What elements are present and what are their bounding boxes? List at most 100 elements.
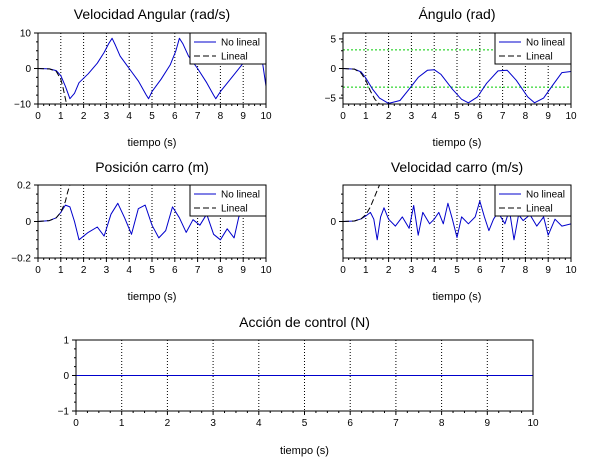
x-tick-label: 7 bbox=[393, 418, 399, 429]
y-tick-label: 0.2 bbox=[17, 181, 31, 192]
x-tick-label: 4 bbox=[431, 265, 437, 276]
legend-label: Lineal bbox=[526, 204, 553, 215]
x-tick-label: 3 bbox=[409, 265, 415, 276]
y-tick-label: 0 bbox=[330, 217, 336, 228]
x-tick-label: 4 bbox=[126, 265, 132, 276]
x-tick-label: 3 bbox=[104, 265, 110, 276]
y-tick-label: −5 bbox=[325, 94, 337, 105]
chart-3: Posición carro (m) 0 1 2 3 4 5 6 7 8 9 10 −0.2 0 0.2 ti… bbox=[11, 159, 272, 303]
x-tick-label: 1 bbox=[119, 418, 125, 429]
chart-1: Velocidad Angular (rad/s) 0 1 2 3 4 5 6 7 8 9 10 −10… bbox=[14, 6, 272, 149]
y-tick-label: 1 bbox=[63, 336, 69, 347]
x-tick-label: 5 bbox=[454, 111, 460, 122]
chart-5: Acción de control (N)0 1 2 3 4 5 6 7 8 9 10−101tie… bbox=[58, 314, 539, 457]
chart-title: Velocidad carro (m/s) bbox=[391, 159, 523, 175]
x-tick-label: 2 bbox=[81, 111, 87, 122]
legend-box bbox=[189, 32, 267, 65]
x-axis-label: tiempo (s) bbox=[128, 291, 177, 303]
legend-box bbox=[494, 184, 572, 217]
series-line-2 bbox=[343, 68, 380, 104]
legend-label: No lineal bbox=[221, 190, 260, 201]
series-line-2 bbox=[343, 185, 380, 222]
x-tick-label: 0 bbox=[35, 111, 41, 122]
legend: No lineal Lineal bbox=[494, 32, 572, 65]
x-tick-label: 10 bbox=[527, 418, 539, 429]
x-tick-label: 1 bbox=[363, 111, 369, 122]
series-line-2 bbox=[38, 68, 67, 104]
series-line-1 bbox=[343, 68, 571, 104]
x-tick-label: 4 bbox=[256, 418, 262, 429]
x-tick-label: 6 bbox=[172, 265, 178, 276]
y-tick-label: 5 bbox=[330, 34, 336, 45]
x-tick-label: 7 bbox=[500, 111, 506, 122]
x-tick-label: 0 bbox=[340, 265, 346, 276]
x-tick-label: 6 bbox=[347, 418, 353, 429]
y-tick-label: 0 bbox=[25, 217, 31, 228]
x-tick-label: 10 bbox=[260, 111, 272, 122]
x-tick-label: 6 bbox=[477, 265, 483, 276]
legend-box bbox=[189, 184, 267, 217]
chart-title: Velocidad Angular (rad/s) bbox=[74, 6, 230, 22]
x-tick-label: 2 bbox=[386, 111, 392, 122]
x-tick-label: 1 bbox=[363, 265, 369, 276]
x-tick-label: 3 bbox=[104, 111, 110, 122]
legend: No lineal Lineal bbox=[189, 32, 267, 65]
series-line-1 bbox=[343, 200, 571, 241]
x-axis-label: tiempo (s) bbox=[280, 445, 329, 457]
series-line-1 bbox=[38, 37, 266, 100]
x-tick-label: 6 bbox=[172, 111, 178, 122]
x-axis-label: tiempo (s) bbox=[433, 291, 482, 303]
y-tick-label: 0 bbox=[25, 64, 31, 75]
x-tick-label: 5 bbox=[454, 265, 460, 276]
x-tick-label: 8 bbox=[439, 418, 445, 429]
chart-4: Velocidad carro (m/s) 0 1 2 3 4 5 6 7 8 9 10 0 tiempo… bbox=[330, 159, 577, 303]
x-tick-label: 5 bbox=[149, 265, 155, 276]
x-tick-label: 5 bbox=[302, 418, 308, 429]
legend-label: Lineal bbox=[526, 52, 553, 63]
x-tick-label: 8 bbox=[523, 111, 529, 122]
series-line-1 bbox=[38, 202, 244, 241]
legend-box bbox=[494, 32, 572, 65]
x-axis-label: tiempo (s) bbox=[433, 137, 482, 149]
x-tick-label: 3 bbox=[210, 418, 216, 429]
x-tick-label: 2 bbox=[386, 265, 392, 276]
x-tick-label: 8 bbox=[218, 265, 224, 276]
legend: No lineal Lineal bbox=[189, 184, 267, 217]
x-tick-label: 4 bbox=[126, 111, 132, 122]
legend-label: No lineal bbox=[526, 190, 565, 201]
x-tick-label: 9 bbox=[545, 265, 551, 276]
x-tick-label: 0 bbox=[35, 265, 41, 276]
chart-title: Acción de control (N) bbox=[239, 314, 370, 330]
x-tick-label: 0 bbox=[340, 111, 346, 122]
x-tick-label: 1 bbox=[58, 265, 64, 276]
x-tick-label: 9 bbox=[545, 111, 551, 122]
y-tick-label: −1 bbox=[58, 407, 70, 418]
legend-label: No lineal bbox=[221, 38, 260, 49]
legend-label: Lineal bbox=[221, 52, 248, 63]
y-tick-label: 10 bbox=[20, 29, 32, 40]
legend-label: No lineal bbox=[526, 38, 565, 49]
x-tick-label: 5 bbox=[149, 111, 155, 122]
x-tick-label: 8 bbox=[218, 111, 224, 122]
x-tick-label: 7 bbox=[195, 265, 201, 276]
series-line-2 bbox=[38, 185, 71, 222]
x-tick-label: 2 bbox=[165, 418, 171, 429]
x-tick-label: 7 bbox=[500, 265, 506, 276]
x-tick-label: 1 bbox=[58, 111, 64, 122]
y-tick-label: 0 bbox=[63, 371, 69, 382]
x-tick-label: 6 bbox=[477, 111, 483, 122]
legend: No lineal Lineal bbox=[494, 184, 572, 217]
x-tick-label: 7 bbox=[195, 111, 201, 122]
y-tick-label: −10 bbox=[14, 100, 31, 111]
x-tick-label: 10 bbox=[565, 265, 577, 276]
x-tick-label: 10 bbox=[565, 111, 577, 122]
y-tick-label: −0.2 bbox=[11, 254, 31, 265]
x-tick-label: 9 bbox=[485, 418, 491, 429]
x-tick-label: 8 bbox=[523, 265, 529, 276]
chart-title: Posición carro (m) bbox=[95, 159, 209, 175]
y-tick-label: 0 bbox=[330, 64, 336, 75]
x-tick-label: 4 bbox=[431, 111, 437, 122]
x-tick-label: 9 bbox=[240, 265, 246, 276]
